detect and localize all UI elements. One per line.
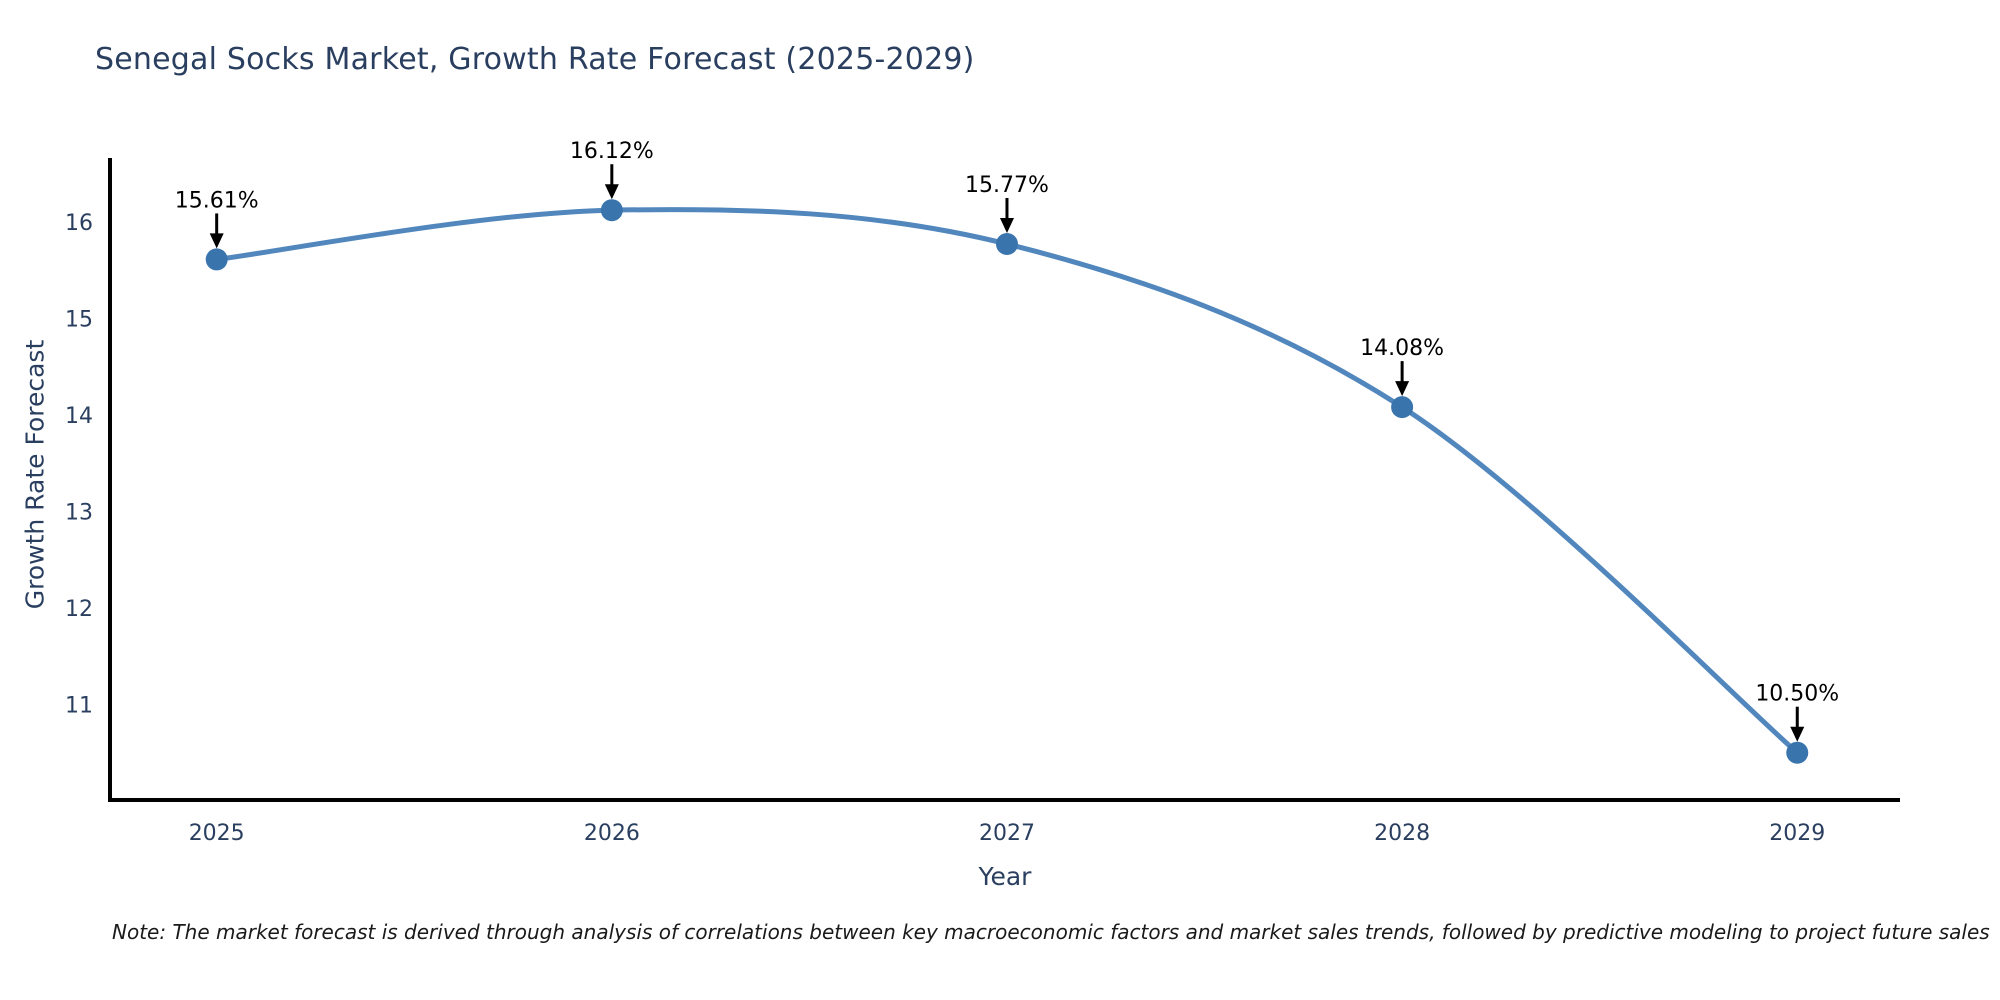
- y-tick-label: 16: [65, 211, 93, 236]
- data-point-label: 16.12%: [570, 139, 654, 164]
- y-tick-label: 14: [65, 404, 93, 429]
- data-point-marker[interactable]: [205, 248, 228, 271]
- data-point-label: 15.61%: [175, 188, 259, 213]
- x-axis-title: Year: [978, 862, 1032, 891]
- annotation-arrowhead-icon: [209, 233, 224, 249]
- annotation-arrowhead-icon: [1790, 726, 1805, 742]
- chart-title: Senegal Socks Market, Growth Rate Foreca…: [95, 42, 975, 77]
- y-tick-label: 11: [65, 693, 93, 718]
- y-tick-label: 12: [65, 597, 93, 622]
- y-tick-label: 15: [65, 307, 93, 332]
- x-tick-label: 2027: [979, 821, 1035, 846]
- y-axis-title: Growth Rate Forecast: [20, 339, 50, 610]
- data-point-label: 15.77%: [965, 173, 1049, 198]
- annotation-arrowhead-icon: [1395, 381, 1410, 397]
- x-tick-label: 2025: [189, 821, 245, 846]
- annotation-arrowhead-icon: [604, 184, 619, 200]
- data-point-label: 14.08%: [1360, 336, 1444, 361]
- data-point-marker[interactable]: [1786, 741, 1809, 764]
- y-tick-label: 13: [65, 500, 93, 525]
- data-point-label: 10.50%: [1755, 682, 1839, 707]
- annotation-arrowhead-icon: [999, 217, 1014, 233]
- x-tick-label: 2028: [1374, 821, 1430, 846]
- forecast-line: [216, 207, 1799, 755]
- x-tick-label: 2026: [584, 821, 640, 846]
- data-point-marker[interactable]: [600, 199, 623, 222]
- data-point-marker[interactable]: [1391, 396, 1414, 419]
- x-tick-label: 2029: [1769, 821, 1825, 846]
- data-point-marker[interactable]: [995, 232, 1018, 255]
- chart-note: Note: The market forecast is derived thr…: [112, 920, 1990, 944]
